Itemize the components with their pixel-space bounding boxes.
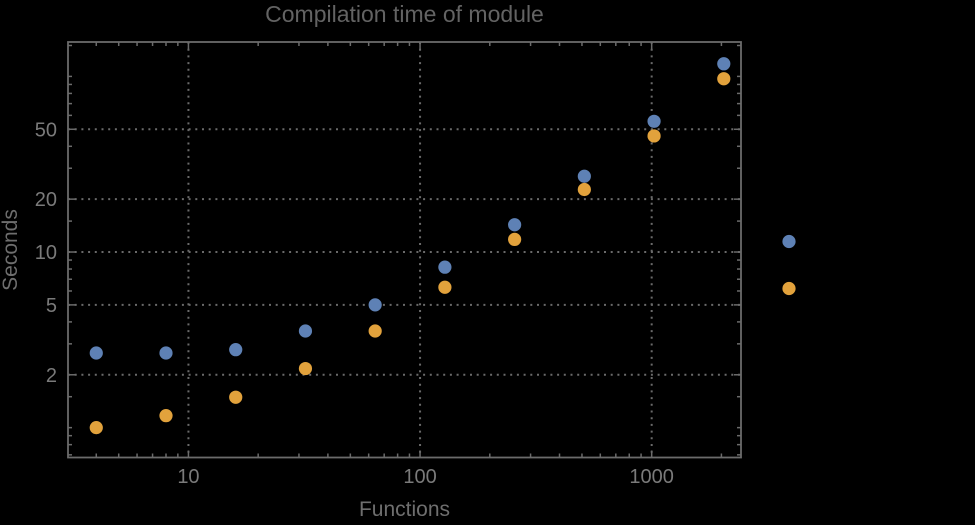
legend — [782, 234, 796, 296]
data-point — [647, 129, 661, 143]
data-point — [298, 324, 313, 338]
data-point — [89, 346, 103, 360]
data-point — [717, 72, 731, 86]
x-tick-label: 10 — [177, 466, 199, 488]
data-point — [508, 232, 522, 246]
data-point — [368, 324, 382, 338]
points-series-2 — [89, 72, 731, 435]
data-point — [229, 390, 243, 404]
points-series-1 — [89, 57, 731, 360]
data-point — [647, 114, 661, 128]
y-tick-label: 10 — [35, 242, 57, 264]
y-tick-label: 50 — [35, 119, 57, 141]
legend-marker-2 — [782, 281, 796, 296]
data-point — [159, 346, 173, 360]
gridlines — [68, 42, 741, 458]
data-point — [577, 182, 591, 197]
data-point — [298, 361, 313, 376]
y-tick-label: 5 — [46, 295, 57, 317]
axis-ticks — [68, 42, 741, 458]
x-tick-label: 1000 — [629, 466, 674, 488]
x-axis-label: Functions — [358, 498, 451, 521]
tick-labels: 10 100 1000 2 5 10 20 50 — [35, 119, 674, 488]
legend-marker-1 — [782, 234, 796, 249]
y-tick-label: 20 — [35, 189, 57, 211]
data-point — [508, 218, 522, 232]
data-point — [229, 343, 243, 357]
data-point — [577, 169, 591, 183]
plot-frame — [67, 41, 742, 459]
y-tick-label: 2 — [46, 365, 57, 387]
data-point — [438, 280, 452, 294]
data-point — [89, 421, 103, 435]
y-axis-label: Seconds — [0, 209, 22, 291]
data-point — [438, 260, 452, 274]
x-tick-label: 100 — [403, 466, 436, 488]
chart-title: Compilation time of module — [265, 1, 544, 27]
data-point — [159, 409, 173, 423]
data-point — [368, 298, 382, 312]
data-point — [717, 57, 731, 71]
